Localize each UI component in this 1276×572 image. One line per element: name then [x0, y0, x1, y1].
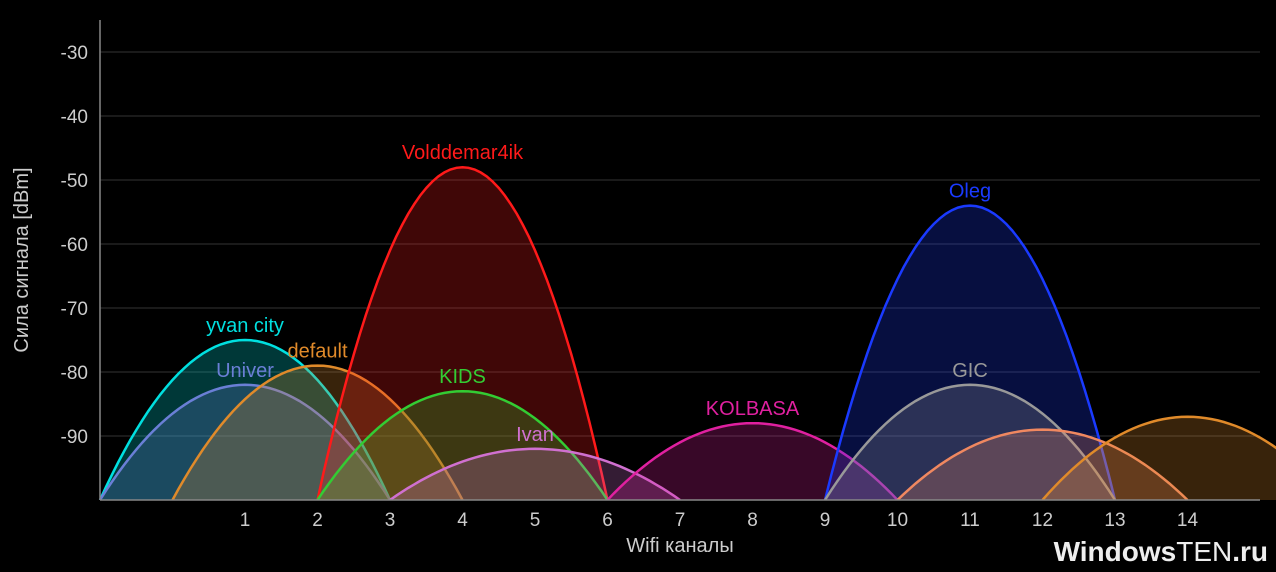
network-label: Oleg: [949, 181, 991, 203]
xtick-label: 11: [960, 510, 980, 531]
network-label: KOLBASA: [706, 398, 800, 420]
ytick-label: -50: [61, 171, 88, 192]
xtick-label: 7: [675, 510, 686, 531]
network-label: GIC: [952, 360, 988, 382]
ytick-label: -40: [61, 107, 88, 128]
xtick-label: 14: [1177, 510, 1199, 531]
watermark-thin: TEN: [1176, 536, 1232, 567]
watermark-tail: .ru: [1232, 536, 1268, 567]
wifi-channel-chart: -30-40-50-60-70-80-901234567891011121314…: [0, 0, 1276, 572]
xtick-label: 8: [747, 510, 758, 531]
xtick-label: 12: [1032, 510, 1053, 531]
network-label: Volddemar4ik: [402, 142, 524, 164]
network-label: KIDS: [439, 366, 486, 388]
ylabel: Сила сигнала [dBm]: [11, 167, 33, 352]
ytick-label: -70: [61, 299, 88, 320]
watermark-bold: Windows: [1054, 536, 1177, 567]
network-label: Ivan: [516, 424, 554, 446]
xtick-label: 13: [1104, 510, 1125, 531]
xtick-label: 10: [887, 510, 908, 531]
xtick-label: 9: [820, 510, 831, 531]
xtick-label: 5: [530, 510, 541, 531]
xtick-label: 6: [602, 510, 613, 531]
ytick-label: -60: [61, 235, 88, 256]
xtick-label: 1: [240, 510, 251, 531]
ytick-label: -90: [61, 427, 88, 448]
watermark: WindowsTEN.ru: [1054, 536, 1268, 568]
xtick-label: 2: [312, 510, 323, 531]
chart-svg: -30-40-50-60-70-80-901234567891011121314…: [0, 0, 1276, 572]
ytick-label: -30: [61, 43, 88, 64]
network-label: Univer: [216, 360, 274, 382]
xtick-label: 3: [385, 510, 396, 531]
network-label: yvan city: [206, 315, 284, 337]
xlabel: Wifi каналы: [626, 535, 733, 557]
xtick-label: 4: [457, 510, 468, 531]
network-label: default: [287, 341, 347, 363]
ytick-label: -80: [61, 363, 88, 384]
